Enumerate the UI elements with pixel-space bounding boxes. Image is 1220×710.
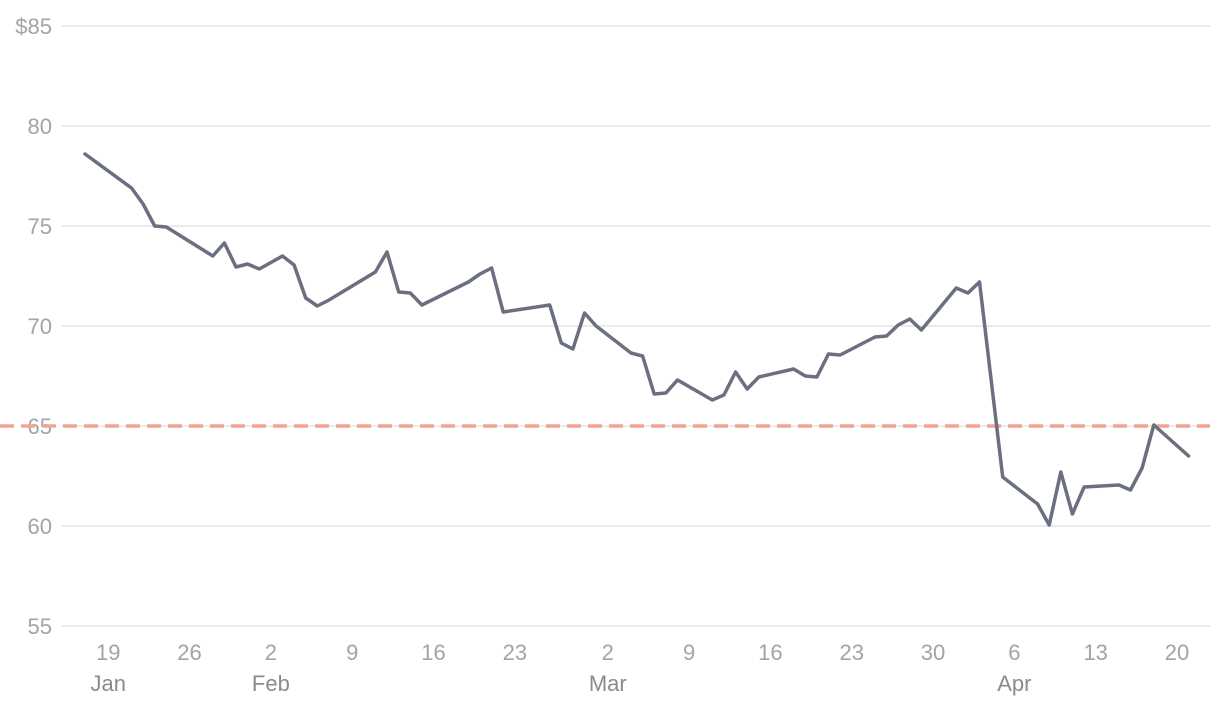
x-tick-label: 19 [96, 640, 120, 665]
y-tick-label: 80 [28, 114, 52, 139]
x-tick-label: 26 [177, 640, 201, 665]
y-tick-label: 60 [28, 514, 52, 539]
gridlines [62, 25, 1210, 627]
x-tick-label: 13 [1083, 640, 1107, 665]
x-axis-tick-labels: 19 Jan 26 2 Feb 9 16 23 2 Mar 9 16 23 30 6 Apr 13 20 [90, 640, 1189, 696]
x-tick-label: 23 [839, 640, 863, 665]
y-tick-label: 75 [28, 214, 52, 239]
x-tick-label: 9 [346, 640, 358, 665]
series-line [83, 152, 1191, 527]
y-tick-label: 55 [28, 614, 52, 639]
series-group [83, 152, 1191, 527]
y-tick-label: 70 [28, 314, 52, 339]
x-month-label: Feb [252, 671, 290, 696]
x-tick-label: 2 [602, 640, 614, 665]
x-tick-label: 30 [921, 640, 945, 665]
x-month-label: Jan [90, 671, 125, 696]
x-tick-label: 9 [683, 640, 695, 665]
y-tick-label: $85 [15, 14, 52, 39]
x-month-label: Mar [589, 671, 627, 696]
x-tick-label: 6 [1008, 640, 1020, 665]
x-tick-label: 16 [421, 640, 445, 665]
x-tick-label: 16 [758, 640, 782, 665]
x-tick-label: 23 [503, 640, 527, 665]
x-tick-label: 20 [1165, 640, 1189, 665]
x-month-label: Apr [997, 671, 1031, 696]
x-tick-label: 2 [265, 640, 277, 665]
